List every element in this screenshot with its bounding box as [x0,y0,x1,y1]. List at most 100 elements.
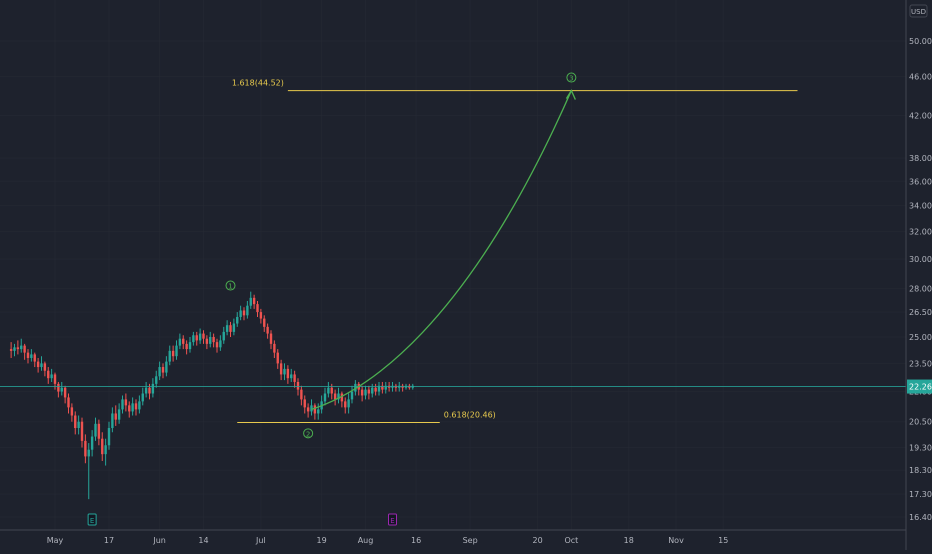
candle-body [330,387,333,394]
candle-body [300,389,303,400]
candle-body [23,345,26,353]
price-tick-label: 19.30 [909,443,932,452]
earnings-marker-label: E [90,517,94,525]
candle-body [185,343,188,350]
candle-body [283,368,286,375]
candle-body [333,393,337,400]
candle-body [374,387,377,392]
candles [9,291,414,500]
candle-body [36,361,40,368]
time-tick-label: 15 [718,536,728,545]
wave-label-circle [225,280,236,291]
candle-body [225,325,229,332]
candle-body [43,363,47,371]
time-tick-label: May [47,536,64,545]
candle-body [340,393,344,402]
candle-body [259,312,263,319]
candle-body [141,393,144,402]
drawings[interactable]: 1.618(44.52) 0.618(20.46) 1 2 3 E E [0,72,906,526]
time-tick-label: 16 [411,536,421,545]
candle-body [63,387,67,398]
candle-body [323,393,327,402]
candle-body [229,325,232,332]
candle-body [327,387,330,394]
candle-body [60,387,63,392]
time-tick-label: Nov [668,536,684,545]
wave-label-circle [303,428,314,439]
candle-body [151,383,155,394]
candle-body [293,374,296,382]
candle-body [360,389,364,396]
candle-body [131,403,134,412]
candle-body [171,350,175,357]
candle-body [161,367,165,373]
candle-body [16,347,20,350]
candle-body [367,389,371,394]
candle-body [377,385,381,392]
candle-body [252,297,256,305]
candle-body [222,331,225,341]
candle-body [20,345,23,350]
time-tick-label: 17 [104,536,114,545]
candle-body [9,349,13,351]
time-tick-label: 18 [624,536,634,545]
candle-body [134,403,138,410]
wave-label-circle [566,72,577,83]
candle-body [107,428,111,446]
candle-body [350,391,354,400]
wave-label: 3 [569,75,573,83]
currency-label: USD [911,8,926,16]
price-tick-label: 17.30 [909,490,932,499]
earnings-marker[interactable] [388,513,397,526]
wave-label: 1 [228,283,232,291]
last-price-badge [907,379,932,394]
candle-body [266,326,269,334]
time-tick-label: 20 [533,536,543,545]
candle-body [97,423,101,439]
candle-body [242,310,246,316]
candle-body [276,352,279,364]
candle-body [306,407,310,412]
candle-body [246,305,249,316]
candle-body [384,385,387,390]
candle-body [279,363,283,375]
candle-body [192,335,195,343]
candle-body [138,401,141,410]
candle-body [219,340,222,348]
candle-body [205,338,209,344]
candle-body [148,387,151,394]
candle-body [239,310,242,317]
earnings-marker[interactable] [87,513,97,526]
candle-body [53,374,57,384]
time-tick-label: 19 [317,536,327,545]
candle-body [286,368,290,379]
candle-body [128,405,131,412]
candle-body [101,438,104,455]
candle-body [212,336,215,343]
candle-body [77,421,80,429]
projection-curve[interactable] [311,90,572,411]
currency-badge[interactable] [909,4,928,18]
price-tick-label: 34.00 [909,202,932,211]
candle-body [90,436,94,450]
candle-body [30,354,33,358]
candle-body [87,449,90,457]
time-tick-label: Aug [358,536,374,545]
candle-body [13,347,16,351]
candle-body [117,409,121,420]
price-tick-label: 32.00 [909,228,932,237]
candle-body [80,421,84,441]
candle-body [178,338,182,346]
candle-body [67,397,70,408]
candle-body [188,342,192,350]
fib-level-label: 0.618(20.46) [444,411,496,420]
candle-body [249,297,252,306]
candle-body [364,389,367,396]
price-tick-label: 26.50 [909,308,932,317]
candle-body [74,415,77,429]
time-tick-label: Sep [463,536,478,545]
price-tick-label: 18.30 [909,466,932,475]
